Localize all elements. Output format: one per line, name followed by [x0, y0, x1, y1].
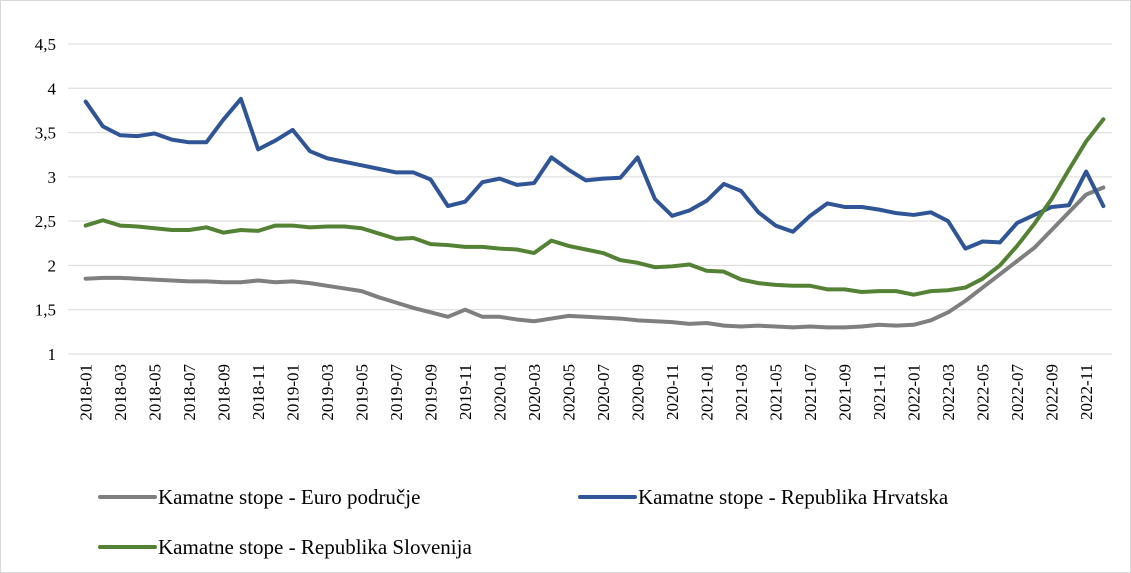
x-tick-label: 2019-05: [353, 364, 372, 421]
x-tick-label: 2022-07: [1008, 364, 1027, 421]
x-tick-label: 2019-01: [284, 364, 303, 421]
x-tick-label: 2018-05: [146, 364, 165, 421]
x-tick-label: 2021-11: [870, 364, 889, 420]
x-tick-label: 2022-01: [905, 364, 924, 421]
x-tick-label: 2019-03: [318, 364, 337, 421]
x-tick-label: 2020-05: [560, 364, 579, 421]
x-tick-label: 2021-05: [767, 364, 786, 421]
x-tick-label: 2020-07: [594, 364, 613, 421]
x-tick-label: 2022-03: [939, 364, 958, 421]
x-tick-label: 2021-03: [732, 364, 751, 421]
x-tick-label: 2019-09: [422, 364, 441, 421]
y-tick-label: 3: [48, 168, 57, 187]
x-tick-label: 2018-11: [249, 364, 268, 420]
x-tick-label: 2018-03: [111, 364, 130, 421]
x-tick-label: 2020-03: [525, 364, 544, 421]
x-tick-label: 2022-09: [1043, 364, 1062, 421]
legend-label: Kamatne stope - Euro područje: [158, 485, 420, 509]
series-line: [83, 185, 1106, 330]
legend-label: Kamatne stope - Republika Hrvatska: [638, 485, 949, 509]
x-tick-label: 2021-01: [698, 364, 717, 421]
x-tick-label: 2018-09: [215, 364, 234, 421]
x-tick-label: 2018-01: [77, 364, 96, 421]
y-tick-label: 2,5: [35, 212, 56, 231]
x-tick-label: 2020-11: [663, 364, 682, 420]
x-tick-label: 2019-07: [387, 364, 406, 421]
y-tick-label: 1,5: [35, 301, 56, 320]
x-tick-label: 2020-01: [491, 364, 510, 421]
series-line: [83, 117, 1106, 297]
y-tick-label: 4: [48, 79, 57, 98]
x-tick-label: 2022-05: [974, 364, 993, 421]
y-tick-label: 4,5: [35, 35, 56, 54]
legend-label: Kamatne stope - Republika Slovenija: [158, 535, 472, 559]
x-tick-label: 2022-11: [1077, 364, 1096, 420]
y-tick-label: 2: [48, 256, 57, 275]
x-tick-label: 2021-09: [836, 364, 855, 421]
x-tick-label: 2021-07: [801, 364, 820, 421]
y-tick-label: 3,5: [35, 124, 56, 143]
x-tick-label: 2020-09: [629, 364, 648, 421]
x-tick-label: 2018-07: [180, 364, 199, 421]
y-tick-label: 1: [48, 345, 57, 364]
series-line: [83, 96, 1106, 251]
x-tick-label: 2019-11: [456, 364, 475, 420]
